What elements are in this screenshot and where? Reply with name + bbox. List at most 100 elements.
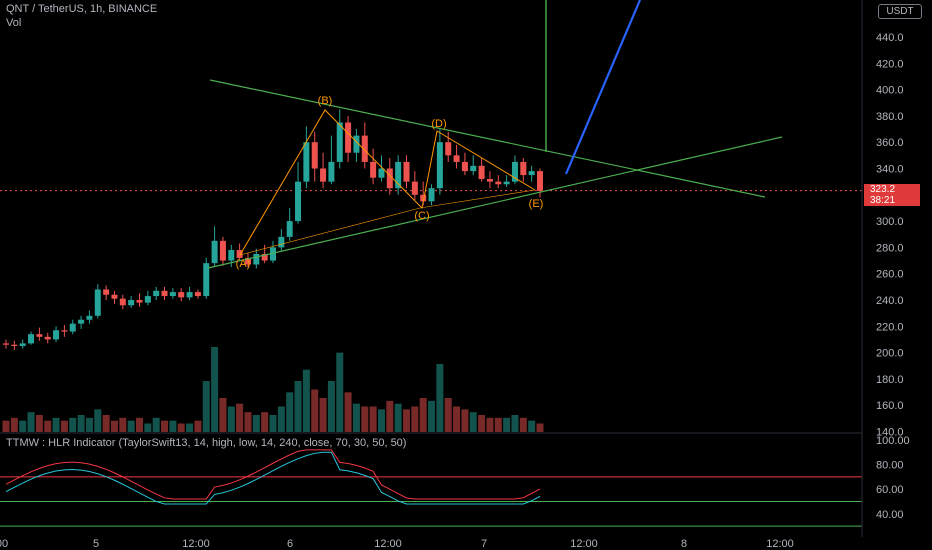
volume-bar xyxy=(352,403,360,432)
volume-bar xyxy=(444,398,452,432)
candle xyxy=(311,131,318,182)
volume-bar xyxy=(311,389,319,432)
volume-bar xyxy=(478,415,486,432)
indicator-tick: 100.00 xyxy=(876,435,910,447)
volume-bar xyxy=(177,423,185,432)
candle xyxy=(44,332,51,344)
volume-bar xyxy=(152,417,160,432)
currency-badge[interactable]: USDT xyxy=(878,4,922,19)
volume-bar xyxy=(227,406,235,432)
candle xyxy=(403,155,410,189)
volume-bars xyxy=(2,347,544,432)
candle xyxy=(470,155,477,176)
volume-bar xyxy=(528,420,536,432)
volume-bar xyxy=(77,415,85,432)
volume-bar xyxy=(244,412,252,432)
hlr-indicator-pane xyxy=(0,432,862,527)
volume-bar xyxy=(277,406,285,432)
time-tick: 12:00 xyxy=(374,538,402,550)
volume-bar xyxy=(369,406,377,432)
volume-bar xyxy=(469,412,477,432)
volume-bar xyxy=(386,400,394,432)
time-tick: 6 xyxy=(287,538,293,550)
price-tick: 160.0 xyxy=(876,400,904,412)
candle xyxy=(19,339,26,349)
price-tick: 220.0 xyxy=(876,321,904,333)
candle xyxy=(353,129,360,162)
volume-bar xyxy=(436,364,444,432)
volume-bar xyxy=(110,420,118,432)
candle xyxy=(144,290,151,306)
lower-trendline xyxy=(207,136,783,269)
volume-bar xyxy=(419,398,427,432)
candle xyxy=(395,155,402,195)
volume-bar xyxy=(394,403,402,432)
volume-bar xyxy=(136,417,143,432)
volume-bar xyxy=(119,417,127,432)
wave-labels: (A) (B) (C) (D) (E) xyxy=(236,95,544,270)
candle xyxy=(194,289,201,299)
volume-bar xyxy=(202,381,210,432)
candle xyxy=(186,286,193,300)
price-tick: 420.0 xyxy=(876,58,904,70)
time-tick: 7 xyxy=(481,538,487,550)
candle xyxy=(328,135,335,185)
volume-bar xyxy=(486,417,494,432)
candle xyxy=(236,243,243,261)
indicator-title[interactable]: TTMW : HLR Indicator (TaylorSwift13, 14,… xyxy=(6,437,407,449)
candle xyxy=(320,152,327,189)
volume-bar xyxy=(503,417,511,432)
candle xyxy=(86,310,93,324)
wave-path xyxy=(239,109,536,256)
candle xyxy=(211,226,218,268)
candle xyxy=(528,165,535,182)
candle xyxy=(161,286,168,300)
candle xyxy=(378,155,385,182)
price-tick: 280.0 xyxy=(876,242,904,254)
volume-bar xyxy=(52,417,60,432)
volume-bar xyxy=(35,415,43,432)
candle xyxy=(69,319,76,335)
candle xyxy=(303,126,310,189)
candle xyxy=(436,129,443,195)
price-tick: 400.0 xyxy=(876,85,904,97)
price-tick: 240.0 xyxy=(876,295,904,307)
volume-bar xyxy=(428,400,436,432)
volume-bar xyxy=(519,417,527,432)
candle xyxy=(128,296,135,308)
candle xyxy=(361,122,368,169)
price-tick: 440.0 xyxy=(876,32,904,44)
candle xyxy=(53,326,60,343)
volume-bar xyxy=(69,417,77,432)
volume-bar xyxy=(27,412,35,432)
candle xyxy=(78,315,85,329)
candle xyxy=(278,228,285,252)
volume-bar xyxy=(102,415,110,432)
last-price-tag: 323.2 38:21 xyxy=(864,184,920,206)
last-price: 323.2 xyxy=(870,184,896,195)
price-tick: 300.0 xyxy=(876,216,904,228)
volume-bar xyxy=(252,415,260,432)
price-tick: 340.0 xyxy=(876,164,904,176)
candle xyxy=(103,285,110,300)
price-tick: 360.0 xyxy=(876,137,904,149)
volume-bar xyxy=(361,406,369,432)
bar-countdown: 38:21 xyxy=(870,195,896,206)
volume-bar xyxy=(219,398,227,432)
candle xyxy=(478,157,485,182)
volume-bar xyxy=(403,409,410,432)
hlr-red-line xyxy=(5,449,541,500)
candle xyxy=(203,257,210,299)
candle xyxy=(36,327,43,341)
candle xyxy=(153,286,160,300)
wave-label: (E) xyxy=(529,198,544,210)
candle xyxy=(61,324,68,337)
candle xyxy=(111,290,118,304)
candle xyxy=(453,144,460,169)
candle xyxy=(445,131,452,162)
price-tick: 180.0 xyxy=(876,374,904,386)
price-tick: 260.0 xyxy=(876,269,904,281)
volume-bar xyxy=(60,420,68,432)
candle xyxy=(411,171,418,201)
